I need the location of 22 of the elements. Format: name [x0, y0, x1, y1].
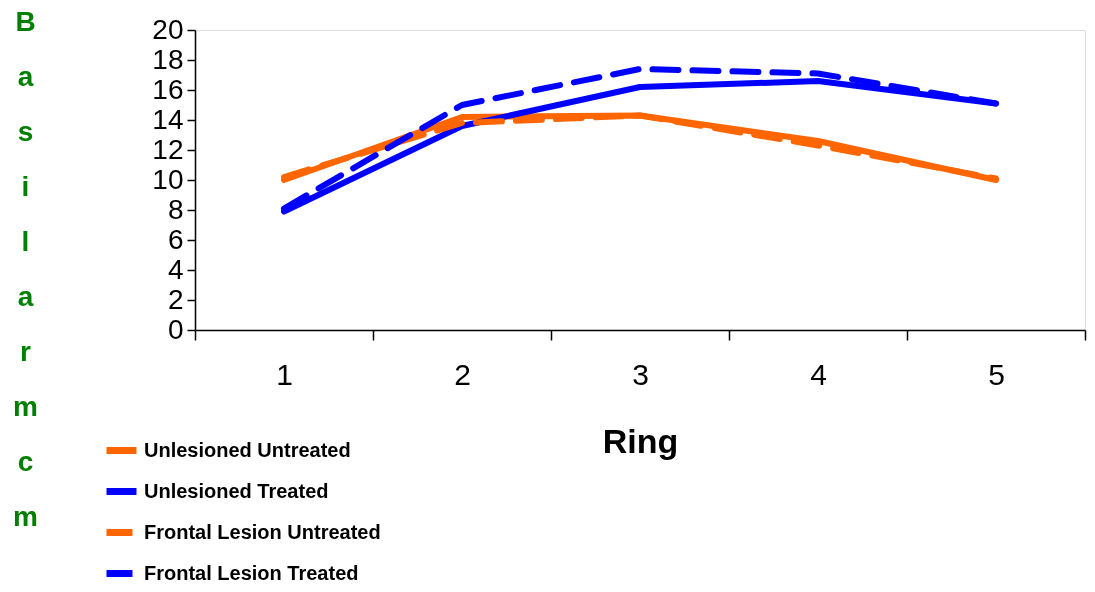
x-tick-label: 2 [454, 357, 471, 391]
text: Basilar mcm [13, 5, 38, 532]
y-tick-label: 4 [167, 253, 184, 285]
x-tick-label: 4 [810, 357, 827, 391]
legend-label: Frontal Lesion Untreated [144, 520, 381, 543]
y-tick-label: 2 [167, 283, 184, 315]
y-tick-label: 6 [167, 223, 184, 255]
legend-label: Unlesioned Treated [144, 479, 329, 502]
x-tick-label: 5 [988, 357, 1005, 391]
y-tick-label: 18 [152, 43, 184, 75]
y-tick-label: 10 [152, 163, 184, 195]
legend-label: Frontal Lesion Treated [144, 561, 359, 584]
y-tick-label: 12 [152, 133, 184, 165]
y-tick-label: 14 [152, 103, 184, 135]
y-tick-label: 16 [152, 73, 184, 105]
y-tick-label: 8 [167, 193, 184, 225]
x-axis-title: Ring [602, 421, 679, 460]
legend-label: Unlesioned Untreated [144, 438, 351, 461]
x-tick-label: 3 [632, 357, 649, 391]
y-tick-label: 0 [167, 313, 184, 345]
y-tick-label: 20 [152, 13, 184, 45]
x-tick-label: 1 [276, 357, 293, 391]
